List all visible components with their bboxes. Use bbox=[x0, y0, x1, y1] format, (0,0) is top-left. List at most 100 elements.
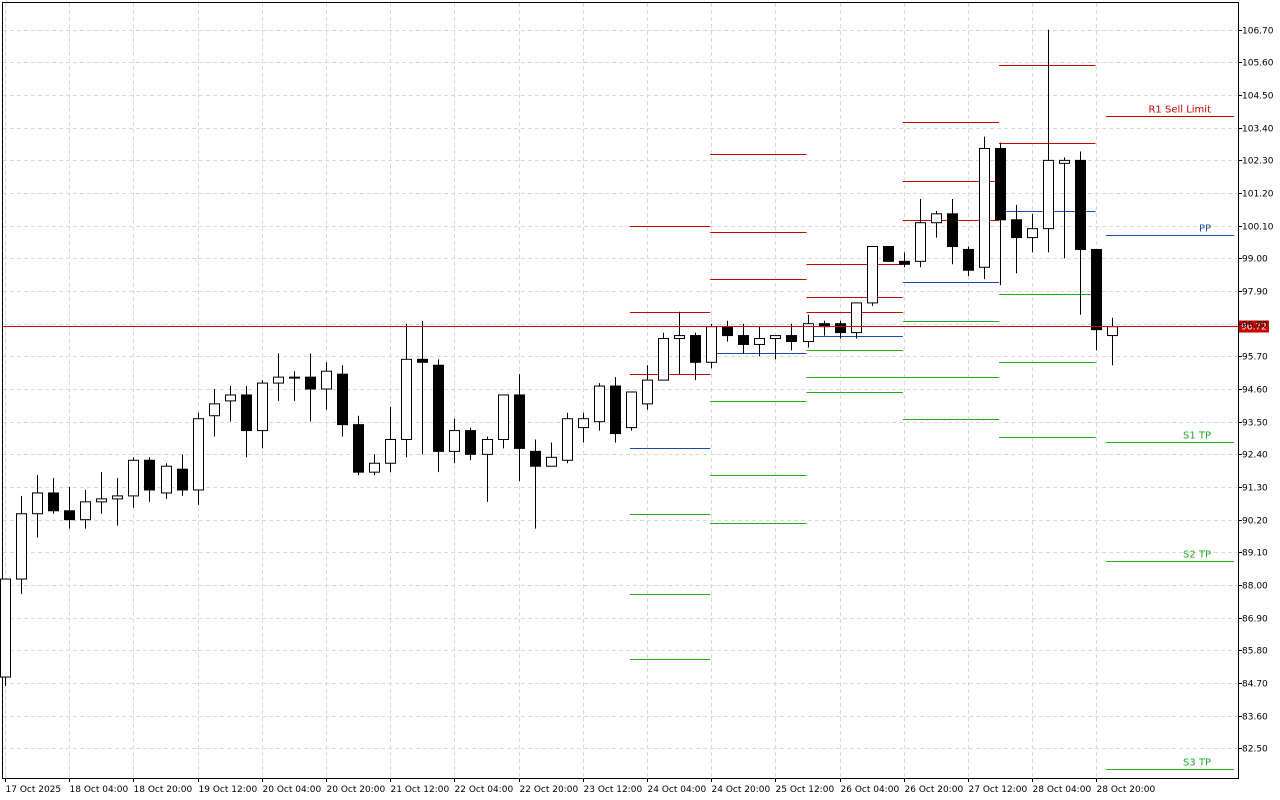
y-tick-label: 97.90 bbox=[1242, 288, 1268, 298]
y-tick-label: 94.60 bbox=[1242, 386, 1268, 396]
candle-body bbox=[305, 376, 316, 390]
candle-body bbox=[417, 358, 428, 363]
candle-body bbox=[915, 222, 926, 262]
candle-body bbox=[32, 492, 43, 515]
candles bbox=[0, 29, 1118, 686]
current-price-tag bbox=[1239, 320, 1269, 333]
x-tick-label: 23 Oct 12:00 bbox=[584, 785, 643, 795]
y-tick-label: 84.70 bbox=[1242, 680, 1268, 690]
candle-body bbox=[289, 376, 300, 379]
level-label: S2 TP bbox=[1183, 550, 1211, 561]
y-tick-label: 91.30 bbox=[1242, 484, 1268, 494]
candle-body bbox=[963, 248, 974, 271]
x-tick-label: 24 Oct 04:00 bbox=[648, 785, 707, 795]
pivot-levels: R1 Sell Limit PP S1 TP S2 TP S3 TP bbox=[629, 65, 1234, 770]
candle-body bbox=[931, 213, 942, 224]
x-tick-label: 27 Oct 12:00 bbox=[969, 785, 1028, 795]
candle-body bbox=[706, 326, 717, 363]
candle-body bbox=[257, 382, 268, 432]
y-tick-label: 95.70 bbox=[1242, 353, 1268, 363]
candle-body bbox=[995, 147, 1006, 221]
level-label: S3 TP bbox=[1183, 758, 1211, 769]
x-tick-label: 25 Oct 12:00 bbox=[776, 785, 835, 795]
candle-body bbox=[738, 335, 749, 345]
candle-body bbox=[401, 358, 412, 440]
x-tick-label: 24 Oct 20:00 bbox=[712, 785, 771, 795]
candle-body bbox=[1043, 159, 1054, 230]
candle-body bbox=[642, 379, 653, 405]
x-tick-label: 22 Oct 04:00 bbox=[455, 785, 514, 795]
candle-body bbox=[899, 260, 910, 265]
candle-body bbox=[674, 335, 685, 340]
candle-body bbox=[1107, 326, 1118, 337]
candle-body bbox=[433, 364, 444, 452]
current-price: 96.72 bbox=[3, 320, 1269, 333]
x-tick-label: 28 Oct 20:00 bbox=[1097, 785, 1156, 795]
candle-body bbox=[177, 468, 188, 491]
x-tick-label: 18 Oct 20:00 bbox=[134, 785, 193, 795]
candle-body bbox=[594, 385, 605, 423]
x-tick-label: 19 Oct 12:00 bbox=[199, 785, 258, 795]
candle-body bbox=[867, 245, 878, 304]
candle-body bbox=[1075, 159, 1086, 250]
y-tick-label: 89.10 bbox=[1242, 549, 1268, 559]
x-tick-label: 18 Oct 04:00 bbox=[70, 785, 129, 795]
candle-body bbox=[16, 513, 27, 580]
candle-body bbox=[578, 418, 589, 429]
candle-body bbox=[1091, 248, 1102, 331]
y-tick-label: 96.80 bbox=[1242, 321, 1268, 331]
candle-body bbox=[803, 323, 814, 343]
candle-body bbox=[161, 465, 172, 494]
candle-body bbox=[369, 462, 380, 473]
candle-body bbox=[514, 394, 525, 449]
candle-body bbox=[947, 213, 958, 247]
y-tick-label: 100.10 bbox=[1242, 223, 1274, 233]
candle-body bbox=[835, 323, 846, 334]
candle-body bbox=[385, 438, 396, 464]
candle-body bbox=[321, 370, 332, 390]
y-tick-label: 90.20 bbox=[1242, 517, 1268, 527]
y-tick-label: 83.60 bbox=[1242, 713, 1268, 723]
candle-body bbox=[64, 510, 75, 521]
candle-body bbox=[0, 578, 11, 678]
y-tick-label: 104.50 bbox=[1242, 92, 1274, 102]
level-label: PP bbox=[1199, 224, 1211, 235]
x-tick-label: 26 Oct 20:00 bbox=[905, 785, 964, 795]
y-tick-label: 102.30 bbox=[1242, 157, 1274, 167]
candle-body bbox=[96, 498, 107, 503]
current-price-label: 96.72 bbox=[1241, 323, 1267, 333]
candle-body bbox=[193, 418, 204, 491]
y-tick-label: 88.00 bbox=[1242, 582, 1268, 592]
candle-body bbox=[1027, 228, 1038, 239]
candle-body bbox=[530, 450, 541, 467]
x-tick-label: 20 Oct 04:00 bbox=[263, 785, 322, 795]
candle-body bbox=[786, 335, 797, 343]
y-tick-label: 99.00 bbox=[1242, 255, 1268, 265]
candle-body bbox=[546, 456, 557, 467]
candle-body bbox=[883, 245, 894, 262]
candle-body bbox=[498, 394, 509, 440]
y-tick-label: 101.20 bbox=[1242, 190, 1274, 200]
candle-body bbox=[690, 335, 701, 363]
candle-body bbox=[722, 326, 733, 337]
candle-body bbox=[851, 302, 862, 334]
candle-body bbox=[979, 147, 990, 268]
level-label: S1 TP bbox=[1183, 431, 1211, 442]
candle-body bbox=[658, 338, 669, 381]
y-tick-label: 93.50 bbox=[1242, 419, 1268, 429]
candle-body bbox=[273, 376, 284, 384]
candle-body bbox=[128, 459, 139, 497]
candle-body bbox=[48, 492, 59, 512]
x-tick-label: 28 Oct 04:00 bbox=[1033, 785, 1092, 795]
candle-body bbox=[482, 438, 493, 455]
candle-body bbox=[754, 338, 765, 345]
candle-body bbox=[610, 385, 621, 435]
x-tick-label: 26 Oct 04:00 bbox=[841, 785, 900, 795]
candle-body bbox=[80, 501, 91, 521]
x-tick-label: 22 Oct 20:00 bbox=[520, 785, 579, 795]
y-tick-label: 105.60 bbox=[1242, 59, 1274, 69]
x-tick-label: 20 Oct 20:00 bbox=[327, 785, 386, 795]
candle-body bbox=[337, 373, 348, 426]
candle-body bbox=[626, 391, 637, 429]
